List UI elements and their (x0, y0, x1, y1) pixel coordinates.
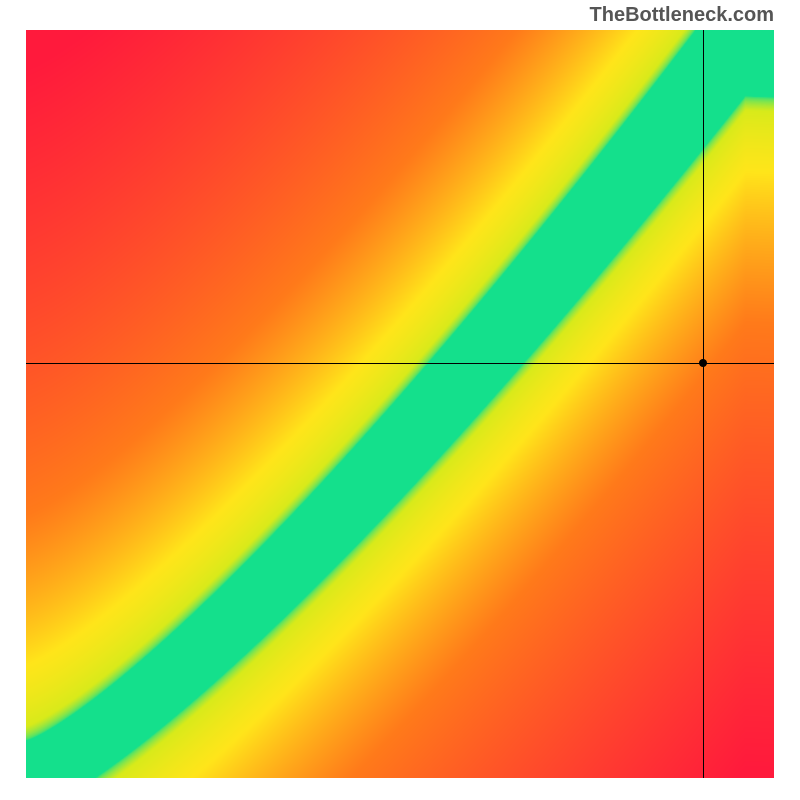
plot-area (26, 30, 774, 778)
crosshair-vertical-line (703, 30, 704, 778)
selection-marker-dot (699, 359, 707, 367)
crosshair-horizontal-line (26, 363, 774, 364)
bottleneck-heatmap-canvas (26, 30, 774, 778)
watermark-text: TheBottleneck.com (590, 4, 774, 27)
